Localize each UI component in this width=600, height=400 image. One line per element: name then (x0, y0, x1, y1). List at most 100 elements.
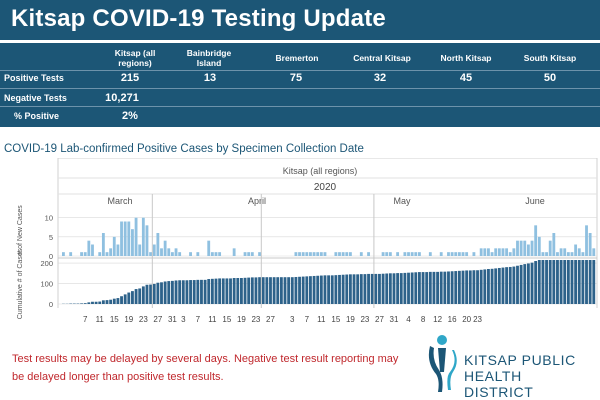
daily-bar (112, 236, 116, 256)
daily-bar (341, 252, 345, 256)
daily-bar (345, 252, 349, 256)
cell-positive-central: 32 (373, 72, 387, 84)
cumulative-bar (279, 277, 283, 304)
cumulative-bar (156, 282, 160, 304)
x-tick-label: 12 (433, 315, 442, 324)
cumulative-bar (530, 262, 534, 304)
cumulative-bar (588, 260, 592, 304)
daily-bar (305, 252, 309, 256)
cumulative-bar (341, 274, 345, 304)
cumulative-bar (392, 273, 396, 304)
daily-bar (457, 252, 461, 256)
daily-bar (450, 252, 454, 256)
cumulative-bar (116, 298, 120, 304)
x-tick-label: 7 (196, 315, 201, 324)
logo-line-2: HEALTH DISTRICT (464, 368, 534, 400)
cumulative-bar (410, 272, 414, 304)
daily-bar (80, 252, 83, 256)
cumulative-bar (439, 271, 443, 304)
daily-ytick-label: 10 (45, 214, 53, 223)
column-header-bainbridge: Bainbridge Island (186, 48, 232, 68)
cumulative-bar (461, 270, 465, 304)
daily-bar (556, 252, 559, 256)
cumulative-bar (149, 284, 153, 304)
daily-bar (574, 244, 578, 256)
daily-bar (152, 244, 156, 256)
column-header-north-kitsap: North Kitsap (440, 53, 492, 63)
row-label-negative: Negative Tests (4, 93, 67, 103)
cumulative-bar (541, 260, 545, 304)
daily-bar (83, 252, 87, 256)
cumulative-bar (319, 275, 323, 304)
cumulative-bar (185, 280, 189, 304)
daily-bar (490, 252, 494, 256)
daily-bar (592, 248, 596, 256)
table-divider (0, 70, 600, 71)
page-title: Kitsap COVID-19 Testing Update (11, 5, 386, 32)
cumulative-bar (290, 277, 294, 304)
cumulative-bar (309, 276, 312, 304)
month-label-april: April (248, 196, 266, 206)
cumulative-bar (160, 282, 163, 304)
cumulative-bar (167, 281, 171, 304)
x-tick-label: 16 (448, 315, 457, 324)
daily-ytick-label: 0 (49, 252, 53, 261)
cumulative-bar (479, 269, 483, 304)
row-label-positive: Positive Tests (4, 73, 64, 83)
daily-bar (250, 252, 254, 256)
x-tick-label: 15 (331, 315, 340, 324)
cumulative-bar (287, 277, 291, 304)
cumulative-bar (490, 268, 494, 304)
cumulative-bar (338, 274, 341, 304)
daily-bar (505, 248, 509, 256)
month-label-may: May (393, 196, 411, 206)
cumulative-ytick-label: 100 (40, 280, 53, 289)
cumulative-bar (109, 299, 113, 304)
x-tick-label: 3 (290, 315, 295, 324)
x-tick-label: 31 (168, 315, 177, 324)
cumulative-bar (138, 288, 142, 304)
cumulative-bar (559, 260, 563, 304)
cumulative-bar (512, 266, 516, 304)
daily-bar (131, 229, 134, 256)
cumulative-bar (101, 300, 105, 304)
cell-positive-kitsap: 215 (120, 72, 140, 84)
daily-bar (519, 240, 523, 256)
daily-bar (160, 248, 163, 256)
cumulative-bar (505, 267, 509, 304)
cumulative-bar (457, 270, 461, 304)
cumulative-bar (497, 267, 501, 304)
daily-bar (298, 252, 301, 256)
x-tick-label: 19 (124, 315, 133, 324)
daily-bar (138, 244, 142, 256)
x-tick-label: 3 (181, 315, 186, 324)
daily-bar (189, 252, 192, 256)
x-tick-label: 7 (305, 315, 310, 324)
cumulative-bar (192, 280, 196, 304)
cumulative-bar (494, 268, 498, 304)
cumulative-bar (552, 260, 556, 304)
cumulative-bar (574, 260, 578, 304)
cumulative-bar (127, 292, 131, 304)
cumulative-ylabel: Cumulative # of Cases (17, 248, 24, 319)
cumulative-bar (236, 278, 240, 304)
cumulative-bar (283, 277, 287, 304)
cumulative-bar (385, 273, 389, 304)
cumulative-bar (294, 276, 298, 304)
cumulative-bar (112, 298, 116, 304)
cumulative-bar (519, 264, 523, 304)
cumulative-bar (330, 275, 334, 304)
daily-bar (232, 248, 236, 256)
kphd-figure-logo-icon (428, 335, 457, 392)
daily-bar (367, 252, 370, 256)
chart-section-title: COVID-19 Lab-confirmed Positive Cases by… (4, 143, 364, 155)
cumulative-bar (250, 277, 254, 304)
month-label-june: June (525, 196, 545, 206)
daily-bar (570, 252, 574, 256)
cumulative-bar (200, 279, 203, 304)
daily-bar (534, 225, 538, 256)
daily-bar (537, 236, 541, 256)
cumulative-bar (399, 273, 403, 304)
daily-bar (309, 252, 312, 256)
daily-bar (134, 217, 138, 256)
